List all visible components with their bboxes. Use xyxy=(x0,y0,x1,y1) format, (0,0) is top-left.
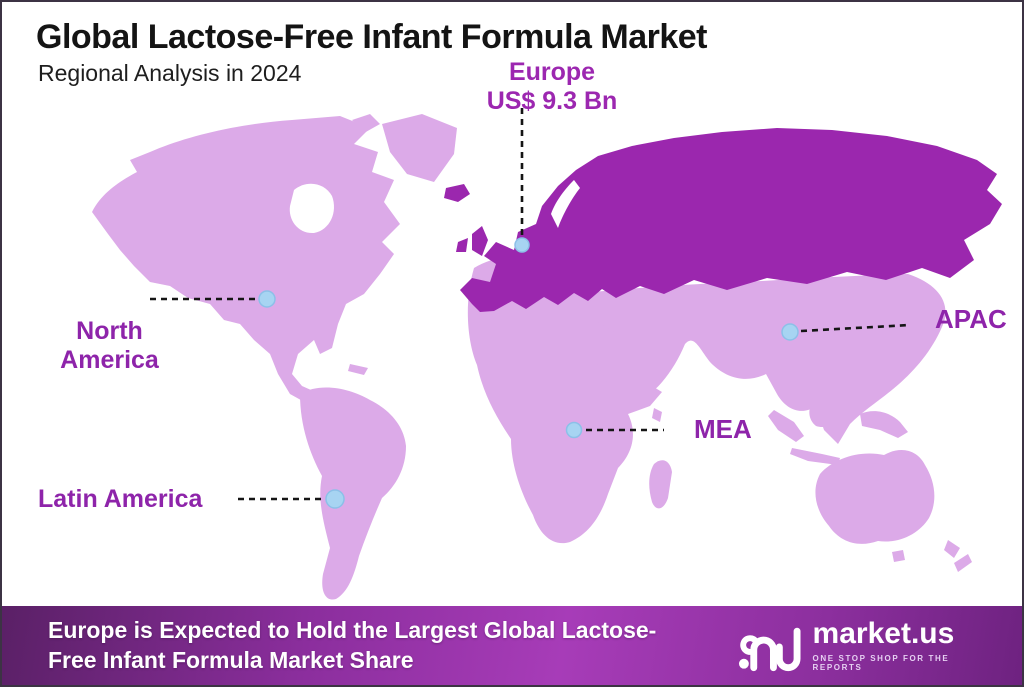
marker-latin-america xyxy=(325,489,345,509)
island-great-britain xyxy=(472,226,488,256)
island-iceland xyxy=(444,184,470,202)
island-sri-lanka xyxy=(652,408,662,422)
leader-line-apac xyxy=(800,323,911,333)
europe-name: Europe xyxy=(508,58,596,86)
logo-brand: market.us xyxy=(812,617,955,650)
caribbean-islands xyxy=(348,364,368,375)
islands-japan xyxy=(920,297,943,342)
marker-apac xyxy=(781,323,799,341)
region-label-latin-america: Latin America xyxy=(38,485,203,513)
islands-new-zealand xyxy=(944,540,972,572)
page-title: Global Lactose-Free Infant Formula Marke… xyxy=(36,18,707,56)
arctic-islands-2 xyxy=(352,114,380,133)
island-sumatra xyxy=(768,410,804,442)
region-label-north-america: North America xyxy=(60,317,159,374)
region-label-europe: Europe US$ 9.3 Bn xyxy=(457,58,647,116)
islands-philippines xyxy=(871,358,883,382)
island-java xyxy=(790,448,840,465)
island-ireland xyxy=(456,238,468,252)
footer-headline-line1: Europe is Expected to Hold the Largest G… xyxy=(48,617,657,644)
footer-headline-line2: Free Infant Formula Market Share xyxy=(48,646,414,673)
continent-south-america xyxy=(300,387,406,600)
marketus-logo: market.us ONE STOP SHOP FOR THE REPORTS xyxy=(738,619,1022,673)
europe-value: US$ 9.3 Bn xyxy=(486,86,618,115)
marketus-logo-text: market.us ONE STOP SHOP FOR THE REPORTS xyxy=(812,617,1000,673)
marker-north-america xyxy=(258,290,276,308)
continent-africa xyxy=(467,254,662,544)
hudson-bay xyxy=(289,183,334,234)
island-borneo xyxy=(809,397,838,428)
baltic-sea xyxy=(551,180,580,228)
logo-tagline: ONE STOP SHOP FOR THE REPORTS xyxy=(812,654,950,672)
marker-mea xyxy=(565,421,583,439)
region-label-apac: APAC xyxy=(935,304,1007,334)
island-greenland xyxy=(382,114,457,182)
island-new-guinea xyxy=(860,411,908,438)
continent-australia xyxy=(815,450,935,544)
island-madagascar xyxy=(649,460,672,509)
footer-banner: Europe is Expected to Hold the Largest G… xyxy=(2,606,1022,685)
region-europe-russia-highlight xyxy=(460,128,1002,312)
arctic-islands xyxy=(308,117,346,135)
footer-headline: Europe is Expected to Hold the Largest G… xyxy=(2,616,738,675)
marketus-logo-icon xyxy=(738,627,801,671)
marker-europe xyxy=(514,237,530,253)
page-subtitle: Regional Analysis in 2024 xyxy=(38,60,302,86)
continent-asia xyxy=(518,274,946,444)
island-tasmania xyxy=(892,550,905,562)
region-label-mea: MEA xyxy=(694,414,752,444)
